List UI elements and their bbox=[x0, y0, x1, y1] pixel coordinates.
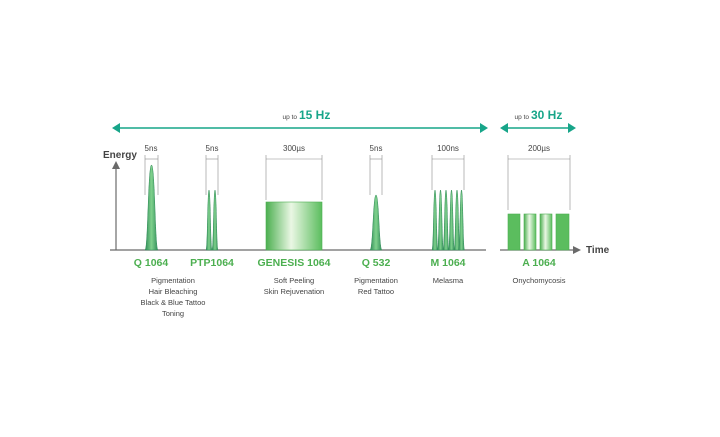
range-value-30hz: 30 Hz bbox=[531, 108, 562, 122]
duration-a1064: 200µs bbox=[528, 144, 550, 153]
x-axis-label: Time bbox=[586, 245, 610, 256]
mode-label-a1064: A 1064 bbox=[522, 257, 556, 269]
application-text: Pigmentation bbox=[354, 276, 398, 285]
mode-label-genesis1064: GENESIS 1064 bbox=[258, 257, 331, 269]
application-text: Red Tattoo bbox=[358, 287, 394, 296]
arrow-left-icon bbox=[112, 123, 120, 133]
application-text: Skin Rejuvenation bbox=[264, 287, 324, 296]
mode-label-q1064: Q 1064 bbox=[134, 257, 169, 269]
duration-ptp1064: 5ns bbox=[206, 144, 219, 153]
duration-q1064: 5ns bbox=[145, 144, 158, 153]
pulse-q532 bbox=[369, 194, 383, 251]
pulse-q1064 bbox=[144, 164, 159, 251]
mode-label-m1064: M 1064 bbox=[430, 257, 465, 269]
application-text: Hair Bleaching bbox=[149, 287, 198, 296]
arrow-left-icon bbox=[500, 123, 508, 133]
range-30hz: up to 30 Hz bbox=[500, 108, 576, 133]
application-text: Pigmentation bbox=[151, 276, 195, 285]
application-text: Black & Blue Tattoo bbox=[141, 298, 206, 307]
applications-m1064: Melasma bbox=[433, 276, 464, 285]
duration-m1064: 100ns bbox=[437, 144, 459, 153]
application-text: Onychomycosis bbox=[513, 276, 566, 285]
range-prefix-15hz: up to bbox=[283, 114, 298, 121]
range-value-15hz: 15 Hz bbox=[299, 108, 330, 122]
arrow-up-icon bbox=[112, 161, 120, 169]
applications-q1064: Pigmentation Hair Bleaching Black & Blue… bbox=[141, 276, 206, 318]
arrow-right-icon bbox=[573, 246, 581, 254]
duration-q532: 5ns bbox=[370, 144, 383, 153]
duration-brackets bbox=[144, 155, 571, 210]
application-text: Toning bbox=[162, 309, 184, 318]
pulse-genesis1064 bbox=[265, 201, 323, 251]
applications-q532: Pigmentation Red Tattoo bbox=[354, 276, 398, 296]
pulse-m1064 bbox=[431, 189, 465, 251]
mode-label-q532: Q 532 bbox=[362, 257, 391, 269]
application-text: Soft Peeling bbox=[274, 276, 314, 285]
application-text: Melasma bbox=[433, 276, 464, 285]
duration-genesis1064: 300µs bbox=[283, 144, 305, 153]
range-15hz: up to 15 Hz bbox=[112, 108, 488, 133]
applications-genesis1064: Soft Peeling Skin Rejuvenation bbox=[264, 276, 324, 296]
mode-label-ptp1064: PTP1064 bbox=[190, 257, 234, 269]
y-axis-label: Energy bbox=[103, 150, 137, 161]
applications-a1064: Onychomycosis bbox=[513, 276, 566, 285]
arrow-right-icon bbox=[568, 123, 576, 133]
pulse-a1064 bbox=[507, 213, 570, 251]
range-prefix-30hz: up to bbox=[515, 114, 530, 121]
pulse-ptp1064 bbox=[205, 189, 219, 251]
arrow-right-icon bbox=[480, 123, 488, 133]
